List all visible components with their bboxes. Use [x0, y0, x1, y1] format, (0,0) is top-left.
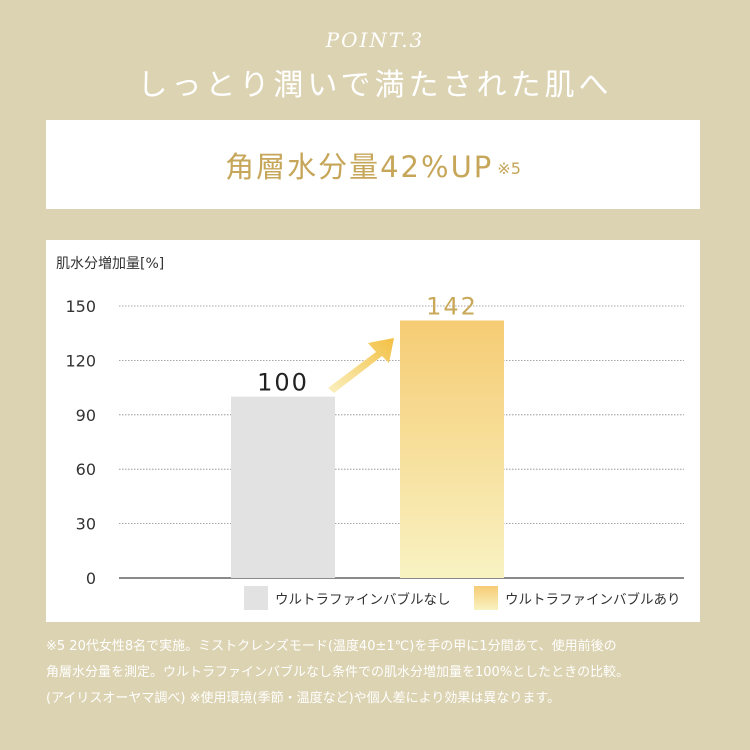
- footnote-line-2: 角層水分量を測定。ウルトラファインバブルなし条件での肌水分増加量を100%とした…: [46, 665, 630, 680]
- banner-main-text: 角層水分量42%UP: [225, 149, 494, 184]
- y-tick-label: 60: [76, 460, 96, 479]
- legend-label: ウルトラファインバブルなし: [275, 591, 451, 608]
- legend-swatch: [244, 586, 268, 610]
- legend: ウルトラファインバブルなし ウルトラファインバブルあり: [244, 586, 681, 610]
- y-tick-label: 0: [86, 569, 96, 588]
- footnote-line-1: ※5 20代女性8名で実施。ミストクレンズモード(温度40±1℃)を手の甲に1分…: [46, 639, 617, 654]
- y-tick-label: 90: [76, 406, 96, 425]
- y-tick-label: 30: [76, 515, 96, 534]
- bar-chart: 肌水分増加量[%] 0 30 60 90 120 150 100 142 ウルトラファインバ…: [56, 256, 684, 610]
- point-label: POINT.3: [325, 28, 425, 52]
- legend-label: ウルトラファインバブルあり: [505, 591, 681, 608]
- bar-value-label: 142: [426, 293, 478, 321]
- result-banner: 角層水分量42%UP ※5: [46, 120, 700, 209]
- bar-with-bubble: [400, 320, 504, 578]
- banner-note: ※5: [497, 159, 521, 178]
- increase-arrow-icon: [328, 338, 394, 393]
- y-axis-label: 肌水分増加量[%]: [56, 256, 164, 272]
- bar-value-label: 100: [257, 369, 309, 397]
- bar-without-bubble: [231, 396, 335, 578]
- headline: しっとり潤いで満たされた肌へ: [137, 68, 613, 103]
- footnote-line-3: (アイリスオーヤマ調べ) ※使用環境(季節・温度など)や個人差により効果は異なり…: [46, 691, 561, 706]
- footnote: ※5 20代女性8名で実施。ミストクレンズモード(温度40±1℃)を手の甲に1分…: [46, 634, 716, 712]
- y-tick-label: 120: [65, 351, 96, 370]
- chart-panel: 肌水分増加量[%] 0 30 60 90 120 150 100 142 ウルトラファインバ…: [46, 240, 700, 622]
- legend-swatch: [474, 586, 498, 610]
- y-tick-label: 150: [65, 297, 96, 316]
